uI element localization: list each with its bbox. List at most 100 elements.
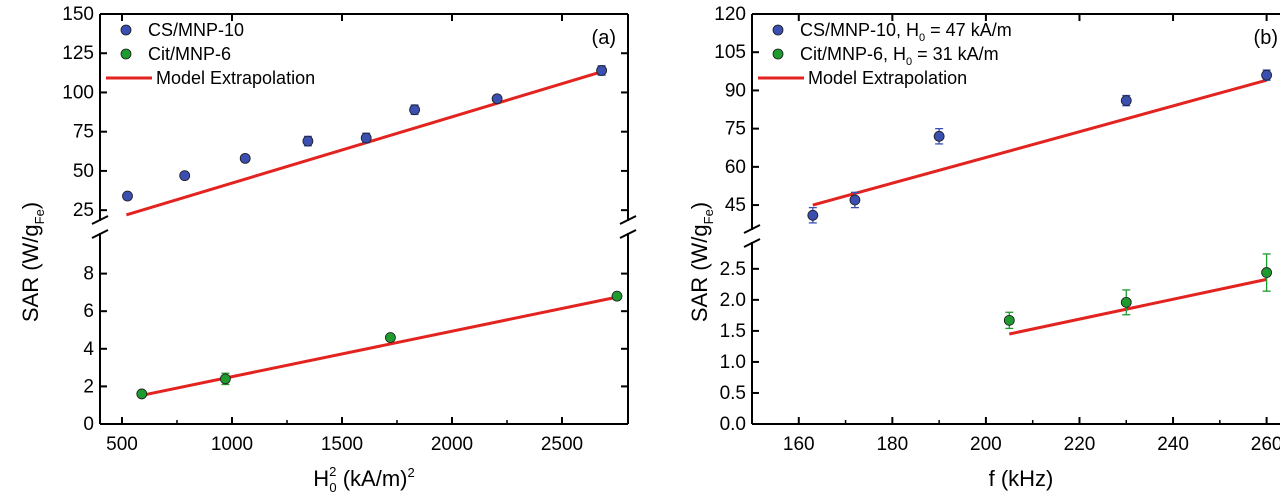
legend-label-text: Cit/MNP-6 <box>148 44 231 64</box>
axis-break-mark <box>619 229 637 239</box>
legend-label-rest: = 31 kA/m <box>912 44 999 64</box>
legend-label-text: CS/MNP-10 <box>148 20 244 40</box>
y-tick-label-upper: 125 <box>62 43 94 64</box>
y-axis-label: SAR (W/gFe) <box>18 202 47 322</box>
y-label-end: ) <box>18 202 43 209</box>
y-label-sub: Fe <box>701 209 716 224</box>
data-point-cit-mnp-6 <box>1120 296 1132 308</box>
y-axis-label: SAR (W/gFe) <box>687 202 716 322</box>
y-tick-label-lower: 0.0 <box>720 414 746 435</box>
data-point-cit-mnp-6 <box>1003 314 1015 326</box>
x-tick-label: 180 <box>876 434 908 455</box>
data-point-cs-mnp-10 <box>360 132 372 144</box>
legend-label-text: Model Extrapolation <box>156 68 315 88</box>
axis-break-mark <box>743 224 761 234</box>
y-tick-label-upper: 150 <box>62 4 94 25</box>
legend-label: Cit/MNP-6 <box>148 44 231 64</box>
legend-label-sub: 0 <box>919 32 925 44</box>
y-label-main: SAR (W/g <box>18 224 43 322</box>
legend-label-text: CS/MNP-10, H <box>800 20 919 40</box>
panel-label: (b) <box>1254 27 1278 49</box>
y-tick-label-lower: 0 <box>83 414 94 435</box>
axis-break-mark <box>91 215 109 225</box>
y-tick-label-upper: 90 <box>725 80 746 101</box>
model-extrapolation-line-upper <box>812 78 1268 207</box>
legend-label: Model Extrapolation <box>156 68 315 88</box>
data-point-cit-mnp-6 <box>136 388 148 400</box>
legend-label: CS/MNP-10, H0 = 47 kA/m <box>800 20 1012 44</box>
data-point-cs-mnp-10 <box>1120 95 1132 107</box>
y-label-main: SAR (W/g <box>687 224 712 322</box>
y-tick-label-lower: 8 <box>83 264 94 285</box>
x-label-sub: 0 <box>329 480 336 495</box>
x-label-sup2: 2 <box>408 465 415 480</box>
x-tick-label: 2500 <box>541 434 583 455</box>
x-tick-label: 240 <box>1157 434 1189 455</box>
data-point-cit-mnp-6 <box>384 332 396 343</box>
y-tick-label-upper: 75 <box>725 119 746 140</box>
data-point-cs-mnp-10 <box>409 104 421 116</box>
y-label-end: ) <box>687 202 712 209</box>
y-tick-label-lower: 1.5 <box>720 321 746 342</box>
legend-marker <box>772 24 784 36</box>
legend-marker <box>772 48 784 60</box>
data-point-cs-mnp-10 <box>807 209 819 221</box>
legend-label-sub: 0 <box>906 56 912 68</box>
y-tick-label-upper: 50 <box>73 161 94 182</box>
y-tick-label-lower: 0.5 <box>720 383 746 404</box>
data-point-cs-mnp-10 <box>933 130 945 142</box>
data-point-cs-mnp-10 <box>1261 69 1273 81</box>
chart-panel-b: 160 180 200 220 240 260 45 60 75 90 105 120 0.0 0.5 1.… <box>687 4 1280 491</box>
model-extrapolation-line-lower <box>139 295 618 398</box>
legend-label-text: Cit/MNP-6, H <box>800 44 906 64</box>
x-tick-label: 260 <box>1251 434 1280 455</box>
data-point-cit-mnp-6 <box>219 373 231 385</box>
data-point-cit-mnp-6 <box>611 290 623 302</box>
y-tick-label-upper: 45 <box>725 195 746 216</box>
y-tick-label-lower: 2.0 <box>720 290 746 311</box>
x-tick-label: 2000 <box>431 434 473 455</box>
chart-panel-a: 500 1000 1500 2000 250025507510012515002468(… <box>18 4 637 495</box>
y-tick-label-upper: 75 <box>73 122 94 143</box>
y-tick-label-upper: 120 <box>714 4 746 25</box>
panel-label: (a) <box>592 27 616 49</box>
y-tick-label-upper: 60 <box>725 157 746 178</box>
y-tick-label-lower: 2.5 <box>720 259 746 280</box>
x-tick-label: 160 <box>783 434 815 455</box>
x-label-sup: 2 <box>329 464 336 479</box>
y-tick-label-upper: 100 <box>62 82 94 103</box>
data-point-cs-mnp-10 <box>302 135 314 147</box>
y-tick-label-lower: 4 <box>83 339 94 360</box>
x-tick-label: 1500 <box>321 434 363 455</box>
x-tick-label: 200 <box>970 434 1002 455</box>
data-point-cs-mnp-10 <box>122 190 133 202</box>
data-point-cs-mnp-10 <box>596 65 607 76</box>
legend-label: Model Extrapolation <box>808 68 967 88</box>
legend-label-text: Model Extrapolation <box>808 68 967 88</box>
x-tick-label: 500 <box>106 434 138 455</box>
x-tick-label: 220 <box>1064 434 1096 455</box>
y-tick-label-lower: 2 <box>83 376 94 397</box>
y-tick-label-upper: 105 <box>714 42 746 63</box>
axis-break-mark <box>91 229 109 239</box>
x-tick-label: 1000 <box>211 434 253 455</box>
y-tick-label-lower: 6 <box>83 301 94 322</box>
x-axis-label: H2 0 (kA/m)2 <box>313 464 414 495</box>
legend-label-rest: = 47 kA/m <box>925 20 1012 40</box>
data-point-cs-mnp-10 <box>849 194 861 206</box>
x-axis-label: f (kHz) <box>989 466 1054 491</box>
axis-break-mark <box>619 215 637 225</box>
data-point-cit-mnp-6 <box>1261 267 1273 278</box>
legend-label: CS/MNP-10 <box>148 20 244 40</box>
data-point-cs-mnp-10 <box>239 152 251 164</box>
y-label-sub: Fe <box>32 209 47 224</box>
model-extrapolation-line-lower <box>1008 277 1267 336</box>
x-label-main: f (kHz) <box>989 466 1054 491</box>
y-tick-label-lower: 1.0 <box>720 352 746 373</box>
y-tick-label-upper: 25 <box>73 200 94 221</box>
legend-marker <box>120 48 132 60</box>
legend-marker <box>120 24 132 36</box>
axis-break-mark <box>743 238 761 248</box>
data-point-cs-mnp-10 <box>179 170 191 182</box>
